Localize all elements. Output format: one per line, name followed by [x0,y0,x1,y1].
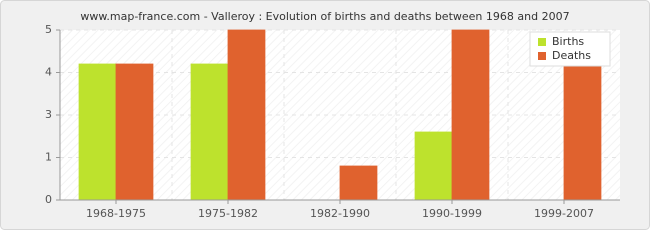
legend-swatch [538,52,546,60]
legend-label: Deaths [552,49,591,62]
bar [190,63,229,201]
bar [227,29,266,201]
y-tick-label: 5 [45,23,52,36]
bar [78,63,117,201]
chart-title: www.map-france.com - Valleroy : Evolutio… [80,10,569,23]
bar [563,63,602,201]
y-tick-label: 3 [45,108,52,121]
x-tick-label: 1990-1999 [422,207,482,220]
legend-swatch [538,38,546,46]
x-tick-label: 1975-1982 [198,207,258,220]
legend-label: Births [552,35,584,48]
bar [451,29,490,201]
bar [414,131,453,201]
bar [115,63,154,201]
chart: www.map-france.com - Valleroy : Evolutio… [0,0,650,230]
y-tick-label: 1 [45,151,52,164]
x-tick-label: 1968-1975 [86,207,146,220]
x-tick-label: 1982-1990 [310,207,370,220]
bar [339,165,378,201]
x-tick-label: 1999-2007 [534,207,594,220]
y-tick-label: 4 [45,66,52,79]
y-tick-label: 0 [45,193,52,206]
legend-box [529,31,611,67]
